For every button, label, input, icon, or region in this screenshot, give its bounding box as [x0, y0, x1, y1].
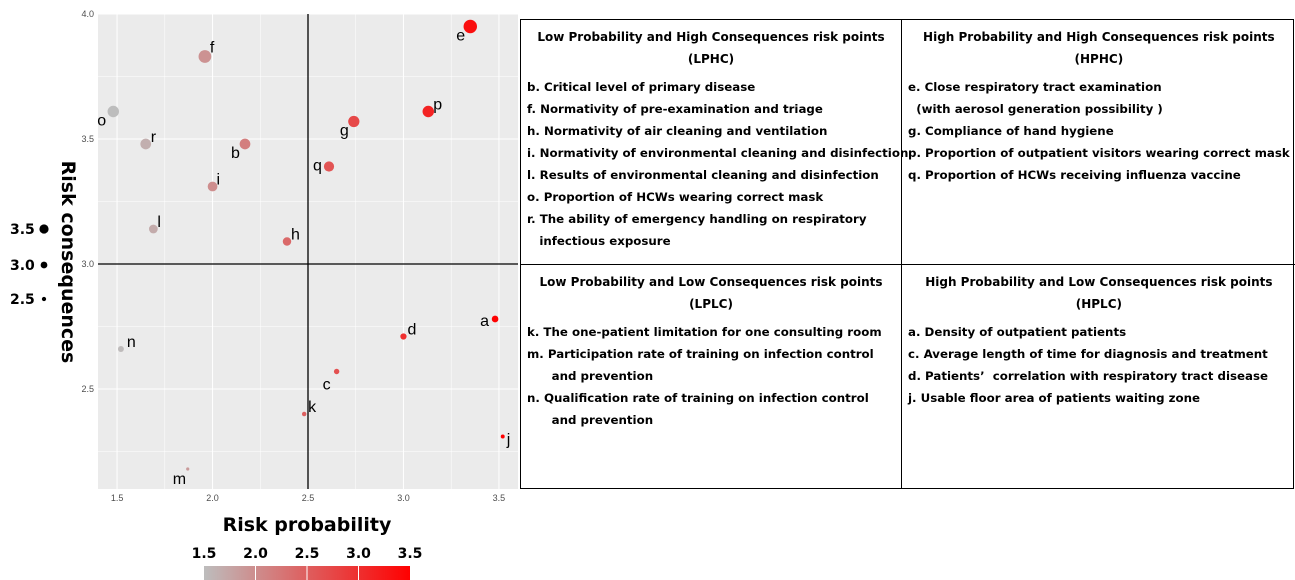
- quadrant-lplc: Low Probability and Low Consequences ris…: [521, 265, 902, 488]
- size-legend: 3.5 3.0 2.5: [10, 222, 49, 308]
- scatter-point-f: [198, 50, 212, 63]
- quadrant-hphc: High Probability and High Consequences r…: [902, 20, 1295, 265]
- data-points: a b c d e f g h i j k l m n o p q r: [97, 19, 511, 488]
- list-item: l. Results of environmental cleaning and…: [527, 168, 879, 182]
- quadrant-lplc-title: Low Probability and Low Consequences ris…: [539, 275, 883, 311]
- size-legend-dot: [40, 261, 48, 269]
- quadrant-lphc: Low Probability and High Consequences ri…: [521, 20, 909, 265]
- list-item: c. Average length of time for diagnosis …: [908, 347, 1268, 361]
- color-legend-label: 2.0: [243, 546, 268, 562]
- color-legend-label: 3.5: [398, 546, 423, 562]
- scatter-point-i: [207, 181, 218, 192]
- scatter-point-a: [491, 315, 499, 323]
- point-label-i: i: [217, 172, 221, 189]
- list-item: and prevention: [527, 413, 654, 427]
- scatter-point-g: [348, 115, 360, 128]
- list-item: n. Qualification rate of training on inf…: [527, 391, 869, 405]
- point-label-m: m: [173, 471, 186, 488]
- quadrant-lphc-list: b. Critical level of primary disease f. …: [527, 76, 909, 252]
- list-item: infectious exposure: [527, 234, 671, 248]
- list-item: and prevention: [527, 369, 654, 383]
- list-item: b. Critical level of primary disease: [527, 80, 756, 94]
- point-label-d: d: [407, 322, 416, 339]
- scatter-point-h: [282, 237, 292, 246]
- point-label-k: k: [308, 399, 317, 416]
- point-label-q: q: [313, 158, 322, 175]
- list-item: m. Participation rate of training on inf…: [527, 347, 874, 361]
- quadrant-table: Low Probability and High Consequences ri…: [520, 19, 1295, 489]
- scatter-point-k: [301, 411, 307, 417]
- point-label-a: a: [480, 313, 489, 330]
- color-legend-label: 1.5: [192, 546, 217, 562]
- y-tick-label: 2.5: [81, 384, 94, 394]
- x-tick-label: 2.0: [206, 493, 219, 503]
- scatter-point-l: [148, 224, 158, 234]
- color-legend: 1.5 2.0 2.5 3.0 3.5: [192, 546, 423, 580]
- point-label-c: c: [323, 377, 331, 394]
- list-item: f. Normativity of pre-examination and tr…: [527, 102, 823, 116]
- quadrant-hplc-list: a. Density of outpatient patients c. Ave…: [908, 321, 1290, 409]
- quadrant-hphc-title: High Probability and High Consequences r…: [923, 30, 1275, 66]
- scatter-point-m: [186, 467, 190, 471]
- x-tick-label: 1.5: [111, 493, 124, 503]
- color-legend-label: 2.5: [295, 546, 320, 562]
- quadrant-hphc-list: e. Close respiratory tract examination (…: [908, 76, 1290, 186]
- size-legend-label: 2.5: [10, 292, 35, 308]
- size-legend-label: 3.0: [10, 258, 35, 274]
- point-label-n: n: [127, 334, 136, 351]
- size-legend-dot: [39, 224, 49, 234]
- y-tick-label: 3.0: [81, 259, 94, 269]
- quadrant-lplc-list: k. The one-patient limitation for one co…: [527, 321, 895, 431]
- y-axis-title: Risk consequences: [57, 161, 79, 364]
- list-item: h. Normativity of air cleaning and venti…: [527, 124, 828, 138]
- list-item: g. Compliance of hand hygiene: [908, 124, 1114, 138]
- point-label-j: j: [506, 432, 511, 449]
- point-label-f: f: [210, 40, 215, 57]
- scatter-point-j: [500, 434, 505, 439]
- quadrant-hplc-title: High Probability and Low Consequences ri…: [925, 275, 1273, 311]
- scatter-point-q: [323, 161, 335, 172]
- x-tick-label: 3.0: [397, 493, 410, 503]
- list-item: q. Proportion of HCWs receiving influenz…: [908, 168, 1241, 182]
- point-label-l: l: [157, 214, 161, 231]
- point-label-r: r: [151, 129, 157, 146]
- list-item: p. Proportion of outpatient visitors wea…: [908, 146, 1290, 160]
- axis-ticks: 1.5 2.0 2.5 3.0 3.5 2.5 3.0 3.5 4.0: [81, 9, 505, 503]
- quadrant-hplc: High Probability and Low Consequences ri…: [902, 265, 1295, 488]
- scatter-point-n: [117, 346, 124, 352]
- point-label-h: h: [291, 227, 300, 244]
- list-item: (with aerosol generation possibility ): [908, 102, 1163, 116]
- y-tick-label: 4.0: [81, 9, 94, 19]
- list-item: d. Patients’ correlation with respirator…: [908, 369, 1268, 383]
- x-axis-title: Risk probability: [223, 514, 392, 536]
- size-legend-label: 3.5: [10, 222, 35, 238]
- list-item: r. The ability of emergency handling on …: [527, 212, 867, 226]
- y-tick-label: 3.5: [81, 134, 94, 144]
- scatter-point-e: [463, 19, 477, 34]
- list-item: o. Proportion of HCWs wearing correct ma…: [527, 190, 824, 204]
- scatter-point-o: [107, 105, 120, 118]
- point-label-p: p: [433, 97, 442, 114]
- point-label-e: e: [456, 28, 465, 45]
- scatter-point-r: [140, 138, 152, 150]
- color-legend-label: 3.0: [346, 546, 371, 562]
- risk-scatter-chart: 1.5 2.0 2.5 3.0 3.5 2.5 3.0 3.5 4.0 a b c d e f g h i j k l…: [10, 9, 518, 580]
- list-item: e. Close respiratory tract examination: [908, 80, 1162, 94]
- x-tick-label: 2.5: [302, 493, 315, 503]
- scatter-point-b: [239, 138, 251, 150]
- list-item: a. Density of outpatient patients: [908, 325, 1127, 339]
- x-tick-label: 3.5: [493, 493, 506, 503]
- point-label-b: b: [231, 145, 240, 162]
- size-legend-dot: [41, 296, 47, 302]
- list-item: i. Normativity of environmental cleaning…: [527, 146, 909, 160]
- quadrant-lphc-title: Low Probability and High Consequences ri…: [537, 30, 885, 66]
- point-label-g: g: [340, 123, 349, 140]
- scatter-point-d: [400, 333, 407, 340]
- list-item: k. The one-patient limitation for one co…: [527, 325, 882, 339]
- list-item: j. Usable floor area of patients waiting…: [908, 391, 1201, 405]
- scatter-point-c: [333, 368, 340, 375]
- point-label-o: o: [97, 113, 106, 130]
- scatter-point-p: [422, 105, 435, 118]
